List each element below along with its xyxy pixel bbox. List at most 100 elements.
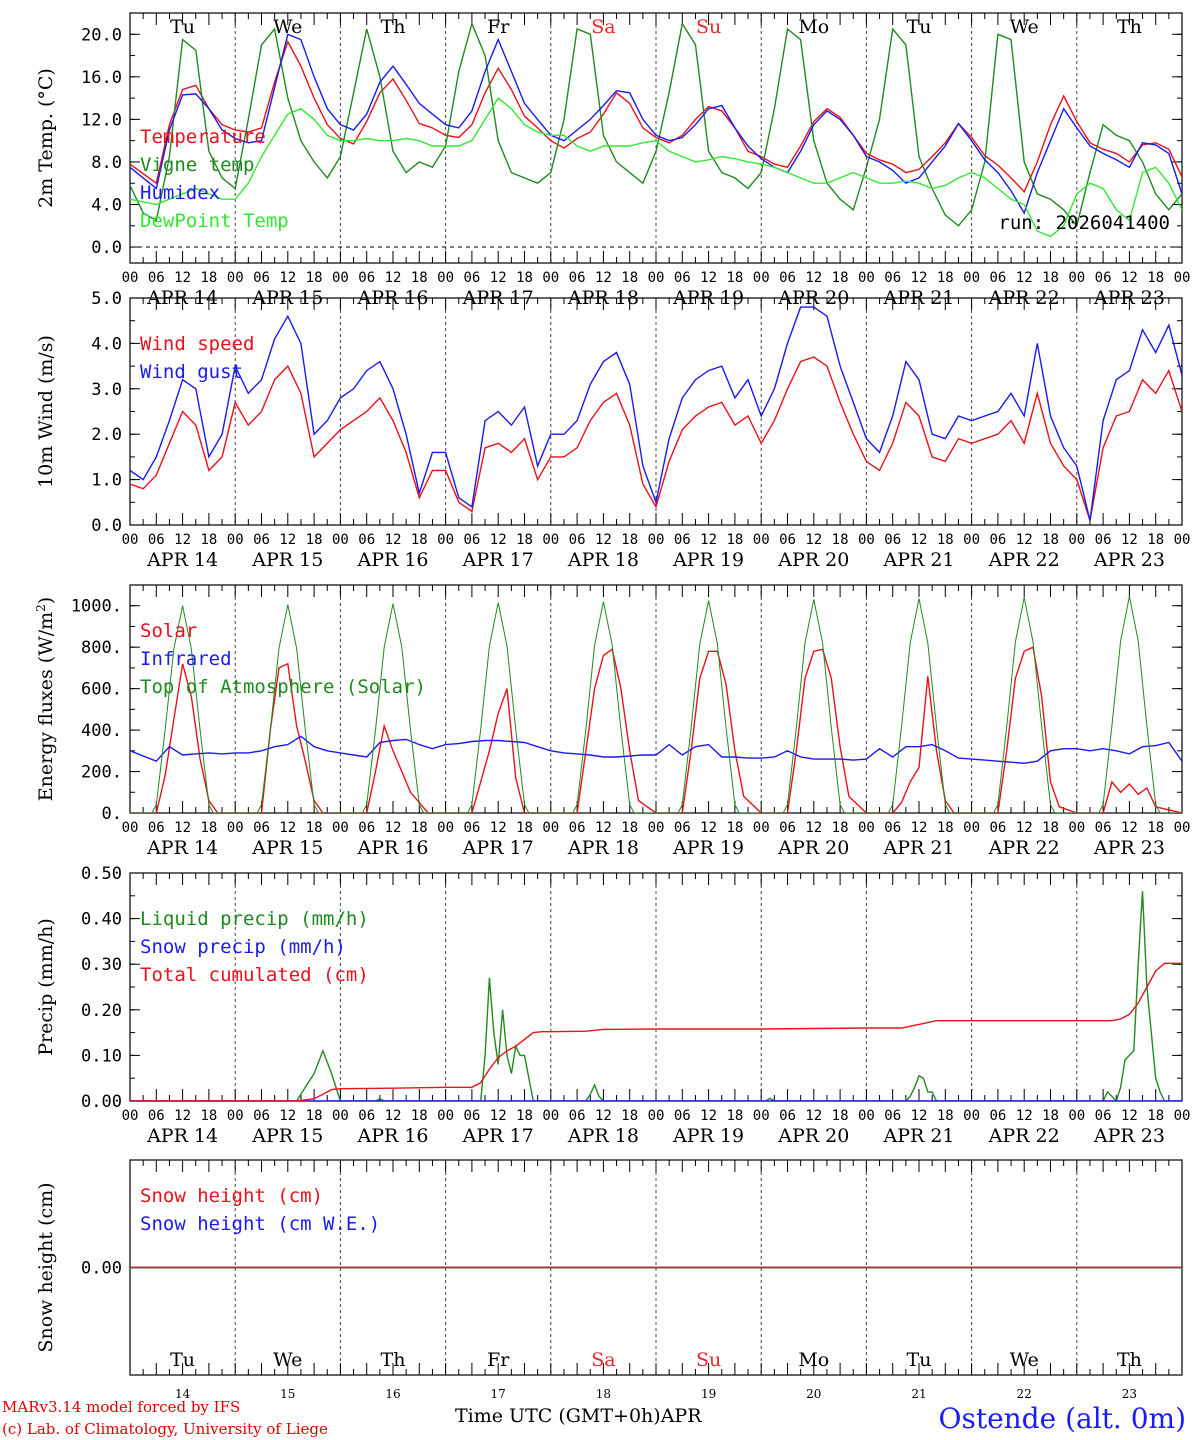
hour-tick-label: 00 — [963, 820, 980, 836]
hour-tick-label: 06 — [148, 532, 165, 548]
x-axis-title-text: Time UTC (GMT+0h) — [455, 1405, 661, 1427]
hour-tick-label: 12 — [279, 532, 296, 548]
hour-tick-label: 18 — [200, 532, 217, 548]
hour-tick-label: 12 — [700, 820, 717, 836]
x-axis-month: APR — [660, 1405, 702, 1427]
hour-tick-label: 18 — [306, 820, 323, 836]
date-label: APR 18 — [567, 549, 639, 571]
hour-tick-label: 00 — [1068, 270, 1085, 286]
hour-tick-label: 06 — [569, 1108, 586, 1124]
y-tick-label: 0.00 — [81, 1259, 122, 1279]
hour-tick-label: 06 — [1095, 1108, 1112, 1124]
weekday-label: Tu — [170, 1349, 195, 1371]
y-axis-label: 10m Wind (m/s) — [35, 335, 57, 488]
hour-tick-label: 00 — [858, 820, 875, 836]
y-tick-label: 0.10 — [81, 1046, 122, 1066]
weekday-label: Sa — [591, 1349, 615, 1371]
hour-tick-label: 12 — [805, 532, 822, 548]
legend-dewpoint-temp: DewPoint Temp — [140, 210, 289, 232]
hour-tick-label: 00 — [122, 270, 139, 286]
series-dewpoint-temp — [130, 97, 1182, 238]
panel-2: 10m Wind (m/s) — [35, 297, 1183, 526]
hour-tick-label: 12 — [911, 1108, 928, 1124]
hour-tick-label: 12 — [174, 1108, 191, 1124]
hour-tick-label: 12 — [595, 270, 612, 286]
hour-tick-label: 18 — [621, 270, 638, 286]
hour-tick-label: 00 — [227, 532, 244, 548]
hour-tick-label: 18 — [1042, 270, 1059, 286]
hour-tick-label: 06 — [884, 270, 901, 286]
hour-tick-label: 00 — [332, 532, 349, 548]
hour-tick-label: 18 — [200, 820, 217, 836]
hour-tick-label: 00 — [227, 1108, 244, 1124]
weekday-label: Su — [696, 16, 721, 38]
hour-tick-label: 18 — [621, 532, 638, 548]
weekday-label: Th — [1117, 16, 1142, 38]
y-tick-label: 0.00 — [81, 1092, 122, 1112]
weekday-label: Sa — [591, 16, 615, 38]
hour-tick-label: 12 — [805, 820, 822, 836]
y-tick-label: 0.50 — [81, 864, 122, 884]
hour-tick-label: 00 — [648, 1108, 665, 1124]
hour-tick-label: 12 — [595, 820, 612, 836]
hour-tick-label: 06 — [989, 1108, 1006, 1124]
hour-tick-label: 12 — [1121, 1108, 1138, 1124]
y-tick-label: 1.0 — [91, 471, 122, 491]
hour-tick-label: 18 — [621, 1108, 638, 1124]
legend-liquid-precip-mm-h-: Liquid precip (mm/h) — [140, 908, 369, 930]
hour-tick-label: 06 — [779, 532, 796, 548]
day-number-label: 22 — [1017, 1387, 1032, 1401]
hour-tick-label: 06 — [779, 820, 796, 836]
hour-tick-label: 00 — [753, 820, 770, 836]
legend-snow-height-cm-w-e-: Snow height (cm W.E.) — [140, 1213, 380, 1235]
hour-tick-label: 06 — [569, 820, 586, 836]
hour-tick-label: 18 — [200, 1108, 217, 1124]
hour-tick-label: 00 — [1068, 1108, 1085, 1124]
hour-tick-label: 00 — [227, 820, 244, 836]
hour-tick-label: 12 — [805, 1108, 822, 1124]
date-label: APR 14 — [146, 1125, 218, 1147]
weekday-label: We — [273, 16, 302, 38]
hour-tick-label: 00 — [963, 1108, 980, 1124]
hour-tick-label: 12 — [1016, 270, 1033, 286]
date-label: APR 15 — [251, 1125, 323, 1147]
y-tick-label: 0.30 — [81, 955, 122, 975]
hour-tick-label: 06 — [148, 1108, 165, 1124]
legend-solar: Solar — [140, 620, 197, 642]
hour-tick-label: 18 — [1147, 532, 1164, 548]
y-tick-label: 4.0 — [91, 334, 122, 354]
day-number-label: 18 — [596, 1387, 611, 1401]
hour-tick-label: 18 — [832, 1108, 849, 1124]
hour-tick-label: 12 — [911, 820, 928, 836]
series-solar — [130, 646, 1182, 813]
hour-tick-label: 00 — [542, 820, 559, 836]
hour-tick-label: 06 — [1095, 820, 1112, 836]
hour-tick-label: 12 — [700, 270, 717, 286]
hour-tick-label: 06 — [463, 270, 480, 286]
hour-tick-label: 00 — [332, 270, 349, 286]
weekday-label: Tu — [170, 16, 195, 38]
hour-tick-label: 18 — [516, 1108, 533, 1124]
hour-tick-label: 00 — [753, 270, 770, 286]
legend-snow-precip-mm-h-: Snow precip (mm/h) — [140, 936, 346, 958]
hour-tick-label: 00 — [542, 270, 559, 286]
hour-tick-label: 00 — [542, 532, 559, 548]
weekday-label: Fr — [487, 16, 510, 38]
date-label: APR 23 — [1093, 1125, 1165, 1147]
legend-humidex: Humidex — [140, 182, 220, 204]
day-number-label: 14 — [175, 1387, 191, 1401]
date-label: APR 19 — [672, 837, 744, 859]
hour-tick-label: 06 — [358, 532, 375, 548]
hour-tick-label: 12 — [174, 532, 191, 548]
hour-tick-label: 12 — [1016, 820, 1033, 836]
hour-tick-label: 06 — [569, 532, 586, 548]
weekday-label: We — [1010, 1349, 1039, 1371]
weekday-label: Th — [1117, 1349, 1142, 1371]
day-number-label: 16 — [385, 1387, 400, 1401]
hour-tick-label: 06 — [674, 1108, 691, 1124]
legend-top-of-atmosphere-solar-: Top of Atmosphere (Solar) — [140, 676, 426, 698]
station-label: Ostende (alt. 0m) — [938, 1402, 1187, 1435]
series-infrared — [130, 735, 1182, 765]
legend-infrared: Infrared — [140, 648, 232, 670]
hour-tick-label: 18 — [832, 820, 849, 836]
